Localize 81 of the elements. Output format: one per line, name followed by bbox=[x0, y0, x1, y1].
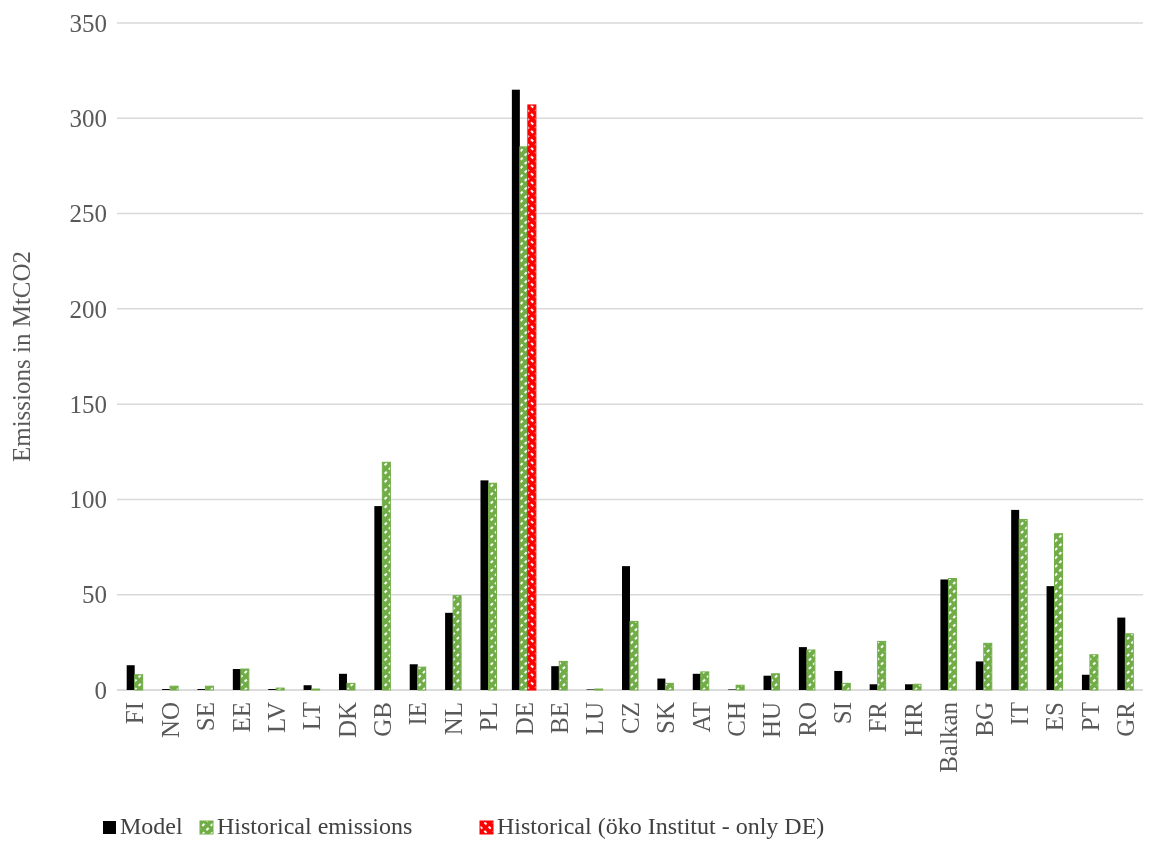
x-tick-label: RO bbox=[793, 702, 821, 737]
x-tick-label: Balkan bbox=[935, 701, 963, 773]
bar bbox=[1117, 617, 1126, 690]
bar bbox=[381, 461, 391, 691]
bar bbox=[629, 620, 639, 691]
bar bbox=[912, 683, 922, 691]
bar bbox=[374, 506, 383, 690]
x-tick-label: IT bbox=[1005, 702, 1033, 726]
bar bbox=[527, 104, 537, 691]
bar bbox=[1018, 518, 1028, 691]
bar bbox=[664, 682, 674, 691]
x-tick-label: AT bbox=[687, 702, 715, 733]
x-tick-label: IE bbox=[404, 702, 432, 726]
x-tick-label: LU bbox=[581, 702, 609, 736]
x-tick-label: PT bbox=[1076, 702, 1104, 732]
bar bbox=[1089, 654, 1099, 691]
bar bbox=[240, 668, 250, 691]
x-tick-label: SE bbox=[192, 702, 220, 732]
bar bbox=[169, 685, 179, 691]
y-tick-label: 150 bbox=[69, 390, 107, 418]
bar bbox=[947, 578, 957, 691]
legend-label: Model bbox=[120, 813, 183, 839]
x-tick-label: HR bbox=[899, 701, 927, 737]
bar bbox=[869, 684, 878, 690]
x-tick-label: ES bbox=[1041, 702, 1069, 732]
x-tick-label: LV bbox=[262, 702, 290, 734]
bar bbox=[1054, 533, 1064, 691]
x-tick-label: GR bbox=[1112, 701, 1140, 737]
bar bbox=[1124, 633, 1134, 691]
bar bbox=[657, 678, 666, 690]
x-tick-label: BE bbox=[545, 702, 573, 734]
bar bbox=[204, 685, 214, 691]
bar bbox=[480, 480, 489, 690]
bar bbox=[983, 642, 993, 691]
bar bbox=[126, 665, 135, 690]
y-tick-label: 250 bbox=[69, 200, 107, 228]
y-tick-label: 300 bbox=[69, 105, 107, 133]
x-tick-label: SK bbox=[652, 702, 680, 734]
bar bbox=[700, 671, 710, 691]
x-tick-label: PL bbox=[475, 702, 503, 732]
bar bbox=[940, 579, 949, 690]
bar bbox=[771, 673, 781, 691]
bar bbox=[303, 685, 312, 690]
bar bbox=[134, 674, 144, 691]
bar bbox=[487, 482, 497, 691]
y-axis-title: Emissions in MtCO2 bbox=[8, 250, 35, 463]
x-tick-label: BG bbox=[970, 702, 998, 737]
bar bbox=[841, 682, 851, 691]
legend-label: Historical emissions bbox=[217, 813, 413, 839]
x-tick-label: EE bbox=[227, 702, 255, 733]
y-tick-label: 0 bbox=[94, 676, 107, 704]
y-tick-label: 50 bbox=[82, 581, 107, 609]
y-tick-label: 200 bbox=[69, 295, 107, 323]
legend-label: Historical (öko Institut - only DE) bbox=[497, 813, 825, 839]
bar bbox=[735, 684, 745, 691]
x-tick-label: DE bbox=[510, 702, 538, 736]
x-tick-label: CH bbox=[722, 702, 750, 737]
bar bbox=[905, 684, 914, 690]
x-tick-label: FR bbox=[864, 701, 892, 733]
bar bbox=[1011, 509, 1020, 690]
x-tick-label: DK bbox=[333, 702, 361, 739]
bar bbox=[877, 640, 887, 691]
x-tick-label: HU bbox=[758, 702, 786, 739]
y-tick-label: 100 bbox=[69, 486, 107, 514]
bar bbox=[452, 595, 462, 691]
x-tick-label: FI bbox=[121, 702, 149, 725]
bar bbox=[338, 673, 347, 690]
x-tick-label: NO bbox=[156, 702, 184, 739]
bar bbox=[558, 660, 568, 691]
x-tick-label: NL bbox=[439, 702, 467, 736]
bar bbox=[834, 670, 843, 690]
bar bbox=[551, 666, 560, 690]
x-tick-label: LT bbox=[298, 702, 326, 731]
bar bbox=[346, 682, 356, 691]
bar bbox=[417, 666, 427, 691]
y-tick-label: 350 bbox=[69, 9, 107, 37]
bar bbox=[622, 566, 630, 690]
bar bbox=[806, 649, 816, 691]
x-tick-label: CZ bbox=[616, 702, 644, 734]
x-tick-label: SI bbox=[829, 702, 857, 725]
x-tick-label: GB bbox=[369, 702, 397, 737]
